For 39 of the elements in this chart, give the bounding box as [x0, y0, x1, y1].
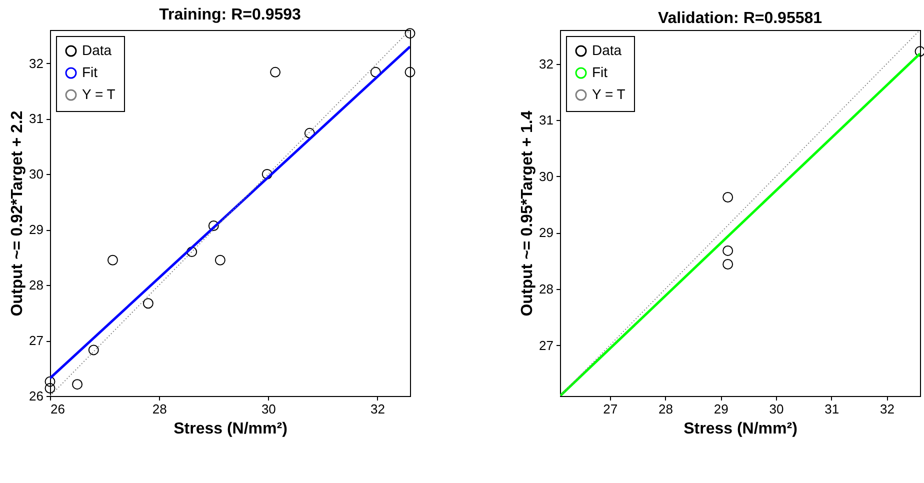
x-tick-label: 30 [261, 402, 276, 416]
y-tick-label: 27 [539, 338, 554, 353]
legend-label: Y = T [592, 86, 626, 102]
y-tick-label: 31 [539, 112, 554, 128]
y-axis-title: Output ~= 0.95*Target + 1.4 [519, 110, 536, 316]
x-tick-label: 32 [880, 402, 895, 416]
y-tick-label: 30 [29, 166, 44, 182]
x-tick-label: 32 [370, 402, 386, 416]
y-tick-label: 26 [29, 388, 44, 404]
chart-title: Validation: R=0.95581 [658, 10, 822, 27]
legend-label: Y = T [82, 86, 116, 102]
x-tick-label: 30 [769, 402, 784, 416]
y-tick-label: 28 [539, 282, 554, 297]
y-tick-label: 28 [29, 278, 44, 293]
legend-label: Data [82, 42, 112, 58]
point [722, 192, 734, 202]
x-tick-label: 27 [603, 402, 618, 416]
point [722, 245, 734, 256]
x-tick-label: 28 [658, 402, 673, 416]
legend-label: Fit [592, 64, 608, 80]
y-tick-label: 29 [29, 222, 44, 238]
y-tick-label: 31 [29, 111, 44, 126]
y-tick-label: 30 [539, 168, 554, 184]
y-tick-label: 32 [29, 56, 44, 71]
chart-title: Training: R=0.9593 [159, 6, 302, 24]
x-tick-label: 29 [714, 402, 728, 416]
y-tick-label: 29 [539, 225, 554, 240]
y-tick-label: 32 [539, 56, 554, 72]
y-tick-label: 27 [29, 333, 44, 348]
y-axis-title: Output ~= 0.92*Target + 2.2 [9, 110, 26, 316]
legend-label: Fit [82, 64, 98, 80]
x-tick-label: 31 [824, 402, 840, 416]
point [914, 46, 924, 57]
point [722, 259, 734, 270]
x-tick-label: 26 [50, 402, 65, 416]
x-tick-label: 28 [152, 402, 167, 416]
legend-label: Data [592, 42, 622, 58]
x-axis-title: Stress (N/mm²) [684, 420, 798, 438]
x-axis-title: Stress (N/mm²) [174, 420, 288, 438]
